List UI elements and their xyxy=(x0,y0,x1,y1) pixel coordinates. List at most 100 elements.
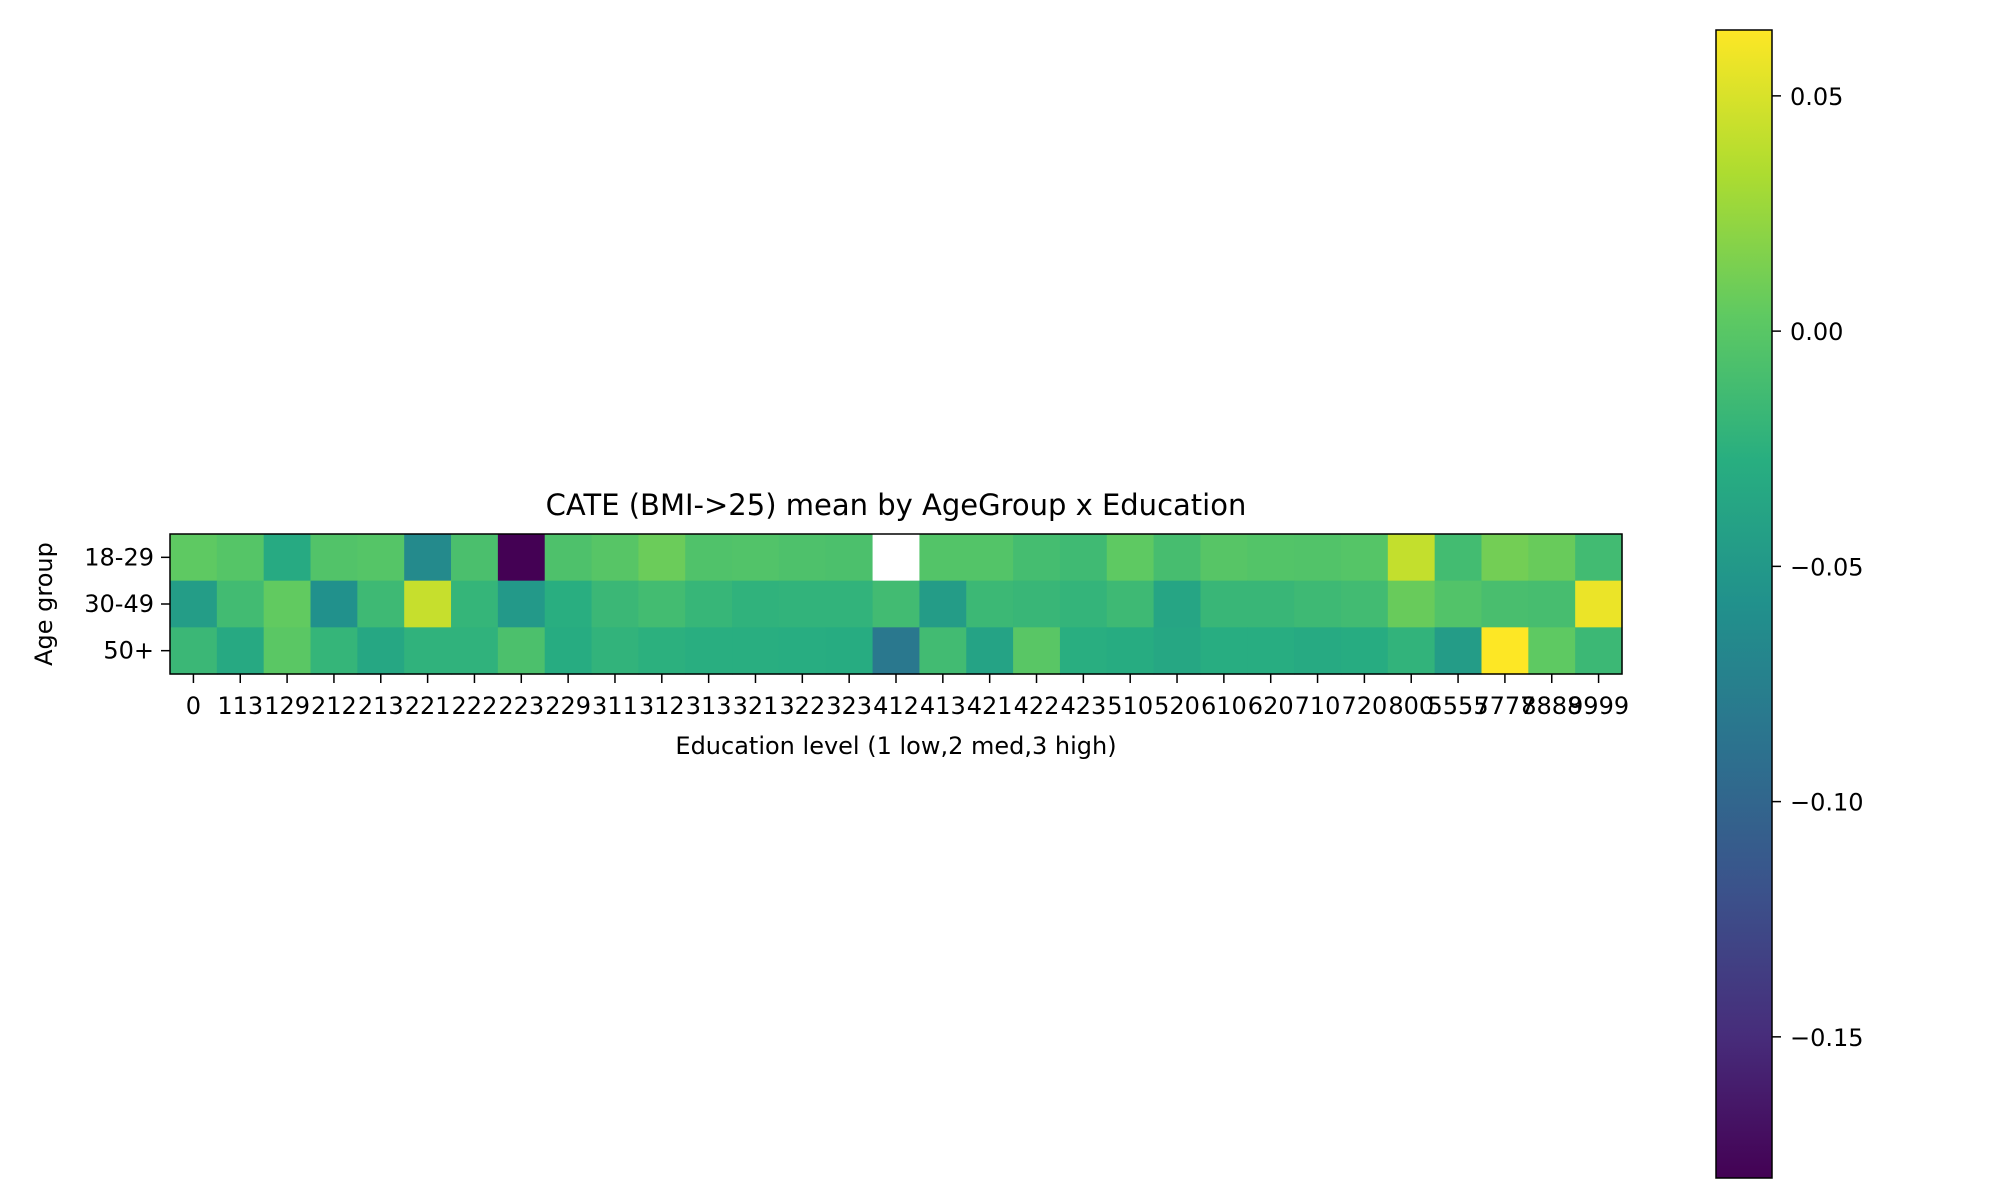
colorbar-ticks: 0.05 0.00 −0.05 −0.10 −0.15 xyxy=(1772,83,1864,1052)
heatmap-cell xyxy=(1434,627,1483,675)
heatmap-cell xyxy=(451,627,499,675)
heatmap-cell xyxy=(263,627,312,675)
heatmap-cell xyxy=(872,580,921,628)
heatmap-cell xyxy=(404,580,452,628)
x-tick-label: 5555 xyxy=(1428,692,1489,720)
x-tick-label: 229 xyxy=(545,692,591,720)
heatmap-cell xyxy=(1340,534,1389,582)
heatmap-cell xyxy=(263,534,312,582)
heatmap-cell xyxy=(1153,534,1202,582)
colorbar-tick-label: 0.00 xyxy=(1790,318,1843,346)
x-tick-label: 129 xyxy=(264,692,310,720)
heatmap-cell xyxy=(1387,534,1436,582)
heatmap-cell xyxy=(966,627,1014,675)
heatmap-cell xyxy=(1434,580,1483,628)
x-axis-label: Education level (1 low,2 med,3 high) xyxy=(675,732,1116,760)
heatmap-cell xyxy=(1106,627,1155,675)
heatmap-cell xyxy=(1434,534,1483,582)
heatmap-cell xyxy=(732,534,780,582)
heatmap-cell xyxy=(1200,580,1248,628)
heatmap-cell xyxy=(1059,534,1108,582)
heatmap-cell xyxy=(1013,627,1061,675)
heatmap-cell xyxy=(919,580,967,628)
x-tick-label: 321 xyxy=(733,692,779,720)
x-tick-label: 9999 xyxy=(1568,692,1629,720)
x-tick-label: 221 xyxy=(405,692,451,720)
y-axis-label: Age group xyxy=(30,542,58,666)
heatmap-cell xyxy=(591,627,639,675)
x-tick-label: 323 xyxy=(826,692,872,720)
heatmap-cell xyxy=(872,627,921,675)
heatmap-cell xyxy=(732,627,780,675)
heatmap-cell xyxy=(170,627,218,675)
heatmap-cell xyxy=(1340,580,1389,628)
colorbar-tick-label: −0.15 xyxy=(1790,1024,1864,1052)
heatmap-cell xyxy=(1528,534,1576,582)
x-tick-label: 222 xyxy=(452,692,498,720)
x-tick-label: 520 xyxy=(1154,692,1200,720)
heatmap-cell xyxy=(966,580,1014,628)
heatmap-cell xyxy=(544,534,593,582)
x-tick-label: 710 xyxy=(1295,692,1341,720)
x-tick-label: 313 xyxy=(686,692,732,720)
x-tick-label: 510 xyxy=(1107,692,1153,720)
heatmap-cell xyxy=(638,534,686,582)
heatmap-cell xyxy=(497,534,546,582)
heatmap-cell xyxy=(404,627,452,675)
x-tick-label: 311 xyxy=(592,692,638,720)
heatmap-cell xyxy=(1340,627,1389,675)
heatmap-cell xyxy=(404,534,452,582)
x-tick-label: 113 xyxy=(217,692,263,720)
heatmap-cells xyxy=(170,534,1623,675)
heatmap-cell xyxy=(1059,580,1108,628)
heatmap-cell xyxy=(966,534,1014,582)
heatmap-cell xyxy=(919,627,967,675)
heatmap-cell xyxy=(357,534,405,582)
heatmap-cell xyxy=(451,534,499,582)
x-tick-label: 413 xyxy=(920,692,966,720)
y-tick-label: 30-49 xyxy=(84,590,154,618)
colorbar-tick-label: 0.05 xyxy=(1790,83,1843,111)
heatmap-cell xyxy=(497,580,546,628)
heatmap-cell xyxy=(170,534,218,582)
heatmap-cell xyxy=(1528,627,1576,675)
heatmap-cell xyxy=(591,580,639,628)
colorbar xyxy=(1715,29,1773,1179)
y-tick-label: 18-29 xyxy=(84,543,154,571)
heatmap-cell xyxy=(1575,627,1623,675)
heatmap-cell xyxy=(591,534,639,582)
heatmap-cell xyxy=(1294,534,1342,582)
heatmap-cell xyxy=(1481,534,1529,582)
heatmap-cell xyxy=(263,580,312,628)
heatmap-cell xyxy=(216,627,265,675)
heatmap-cell xyxy=(1153,627,1202,675)
heatmap-cell xyxy=(1387,580,1436,628)
heatmap-cell xyxy=(1059,627,1108,675)
x-tick-label: 312 xyxy=(639,692,685,720)
heatmap-cell xyxy=(1387,627,1436,675)
x-tick-label: 322 xyxy=(779,692,825,720)
heatmap-cell xyxy=(685,534,733,582)
heatmap-cell xyxy=(1528,580,1576,628)
heatmap-cell xyxy=(1575,580,1623,628)
heatmap-cell xyxy=(1106,580,1155,628)
heatmap-cell xyxy=(1200,534,1248,582)
heatmap-cell xyxy=(170,580,218,628)
heatmap-cell xyxy=(638,627,686,675)
heatmap-cell xyxy=(1481,580,1529,628)
heatmap-cell xyxy=(1013,580,1061,628)
y-axis-ticks: 18-29 30-49 50+ xyxy=(84,543,170,665)
heatmap-cell xyxy=(451,580,499,628)
heatmap-cell xyxy=(544,627,593,675)
heatmap-cell xyxy=(825,534,874,582)
heatmap-cell xyxy=(685,580,733,628)
x-tick-label: 212 xyxy=(311,692,357,720)
heatmap-cell xyxy=(497,627,546,675)
heatmap-cell xyxy=(778,627,827,675)
x-tick-label: 0 xyxy=(186,692,201,720)
x-tick-label: 421 xyxy=(967,692,1013,720)
x-tick-label: 800 xyxy=(1388,692,1434,720)
heatmap-cell xyxy=(872,534,921,582)
heatmap-cell xyxy=(1247,534,1295,582)
heatmap-cell xyxy=(638,580,686,628)
